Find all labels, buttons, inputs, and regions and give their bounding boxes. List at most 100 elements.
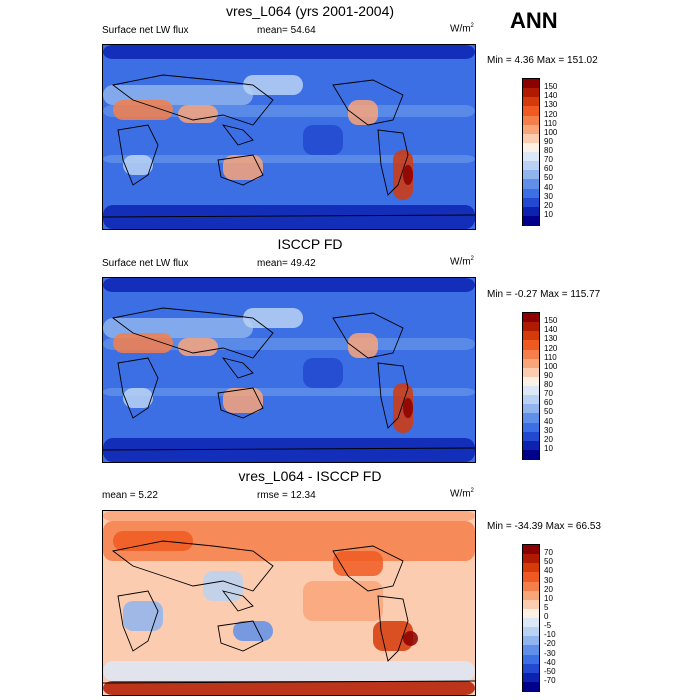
- colorbar-cell: [523, 404, 539, 414]
- colorbar-tick-label: 20: [544, 200, 553, 210]
- colorbar-tick-label: 70: [544, 548, 553, 558]
- colorbar-cell: [523, 636, 539, 646]
- colorbar-tick-label: -5: [544, 621, 552, 631]
- colorbar-tick-label: 50: [544, 557, 553, 567]
- colorbar-cell: [523, 663, 539, 674]
- panel-2-units-sup: 2: [470, 256, 474, 262]
- colorbar-cell: [523, 413, 539, 423]
- colorbar-tick-label: 150: [544, 316, 558, 326]
- colorbar-cell: [523, 349, 539, 360]
- colorbar-cell: [523, 88, 539, 98]
- colorbar-tick-label: -70: [544, 675, 556, 685]
- colorbar-cell: [523, 554, 539, 564]
- colorbar-cell: [523, 331, 539, 341]
- panel-1-center-label: mean= 54.64: [257, 25, 316, 36]
- panel-1-minmax: Min = 4.36 Max = 151.02: [487, 55, 598, 66]
- colorbar-cell: [523, 206, 539, 217]
- colorbar-cell: [523, 197, 539, 208]
- colorbar-tick-label: 110: [544, 118, 557, 128]
- panel-2-units: W/m2: [450, 256, 474, 267]
- panel-3-title: vres_L064 - ISCCP FD: [238, 468, 382, 484]
- panel-2-left-label: Surface net LW flux: [102, 258, 189, 269]
- panel-3-colorbar: [522, 544, 540, 692]
- panel-3-map: [102, 510, 476, 696]
- colorbar-cell: [523, 142, 539, 153]
- panel-3-units: W/m2: [450, 488, 474, 499]
- panel-3-center-label: rmse = 12.34: [257, 490, 316, 501]
- panel-3-left-label: mean = 5.22: [102, 490, 158, 501]
- colorbar-tick-label: 60: [544, 164, 553, 174]
- colorbar-tick-label: -10: [544, 630, 556, 640]
- colorbar-cell: [523, 395, 539, 405]
- colorbar-cell: [523, 627, 539, 637]
- colorbar-tick-label: 40: [544, 416, 553, 426]
- colorbar-tick-label: 40: [544, 566, 553, 576]
- colorbar-cell: [523, 179, 539, 189]
- colorbar-tick-label: 50: [544, 173, 553, 183]
- colorbar-tick-label: 150: [544, 82, 558, 92]
- colorbar-tick-label: -50: [544, 666, 556, 676]
- colorbar-cell: [523, 590, 539, 601]
- colorbar-cell: [523, 170, 539, 180]
- colorbar-cell: [523, 97, 539, 107]
- colorbar-cell: [523, 608, 539, 619]
- colorbar-tick-label: 100: [544, 127, 558, 137]
- colorbar-tick-label: 140: [544, 91, 558, 101]
- colorbar-tick-label: 100: [544, 361, 558, 371]
- colorbar-tick-label: 80: [544, 146, 553, 155]
- colorbar-tick-label: -40: [544, 657, 556, 667]
- colorbar-cell: [523, 367, 539, 378]
- colorbar-cell: [523, 358, 539, 369]
- panel-1-units: W/m2: [450, 23, 474, 34]
- colorbar-cell: [523, 449, 539, 460]
- colorbar-tick-label: 80: [544, 380, 553, 389]
- colorbar-tick-label: 140: [544, 325, 558, 335]
- panel-2-center-label: mean= 49.42: [257, 258, 316, 269]
- map-field: [103, 45, 475, 229]
- colorbar-tick-label: 130: [544, 334, 558, 344]
- colorbar-cell: [523, 422, 539, 433]
- colorbar-cell: [523, 106, 539, 116]
- panel-2-colorbar: [522, 312, 540, 460]
- colorbar-tick-label: 70: [544, 155, 553, 165]
- colorbar-cell: [523, 645, 539, 655]
- colorbar-cell: [523, 618, 539, 628]
- panel-2-minmax: Min = -0.27 Max = 115.77: [487, 289, 601, 300]
- colorbar-cell: [523, 124, 539, 135]
- panel-2-units-text: W/m: [450, 256, 471, 268]
- colorbar-tick-label: 30: [544, 425, 553, 435]
- colorbar-cell: [523, 322, 539, 332]
- colorbar-cell: [523, 431, 539, 442]
- panel-1-map: [102, 44, 476, 230]
- colorbar-cell: [523, 545, 539, 555]
- panel-2-map: [102, 277, 476, 463]
- colorbar-cell: [523, 440, 539, 451]
- colorbar-cell: [523, 313, 539, 323]
- colorbar-tick-label: 90: [544, 370, 553, 380]
- colorbar-tick-label: 60: [544, 398, 553, 408]
- colorbar-tick-label: -30: [544, 648, 556, 658]
- colorbar-cell: [523, 572, 539, 582]
- panel-3-minmax: Min = -34.39 Max = 66.53: [487, 521, 601, 532]
- colorbar-cell: [523, 115, 539, 126]
- colorbar-cell: [523, 376, 539, 387]
- panel-1-left-label: Surface net LW flux: [102, 25, 189, 36]
- panel-2-title: ISCCP FD: [277, 236, 343, 252]
- colorbar-cell: [523, 681, 539, 692]
- colorbar-cell: [523, 161, 539, 171]
- colorbar-cell: [523, 563, 539, 573]
- colorbar-tick-label: 30: [544, 575, 553, 585]
- colorbar-cell: [523, 581, 539, 592]
- colorbar-tick-label: 20: [544, 584, 553, 594]
- colorbar-tick-label: 30: [544, 191, 553, 201]
- colorbar-cell: [523, 152, 539, 162]
- map-field: [103, 278, 475, 462]
- colorbar-tick-label: 5: [544, 602, 549, 612]
- panel-1-units-sup: 2: [470, 23, 474, 29]
- colorbar-tick-label: 90: [544, 136, 553, 146]
- colorbar-tick-label: 110: [544, 352, 557, 362]
- colorbar-tick-label: 10: [544, 209, 553, 219]
- colorbar-tick-label: 10: [544, 593, 553, 603]
- colorbar-cell: [523, 133, 539, 144]
- colorbar-cell: [523, 654, 539, 665]
